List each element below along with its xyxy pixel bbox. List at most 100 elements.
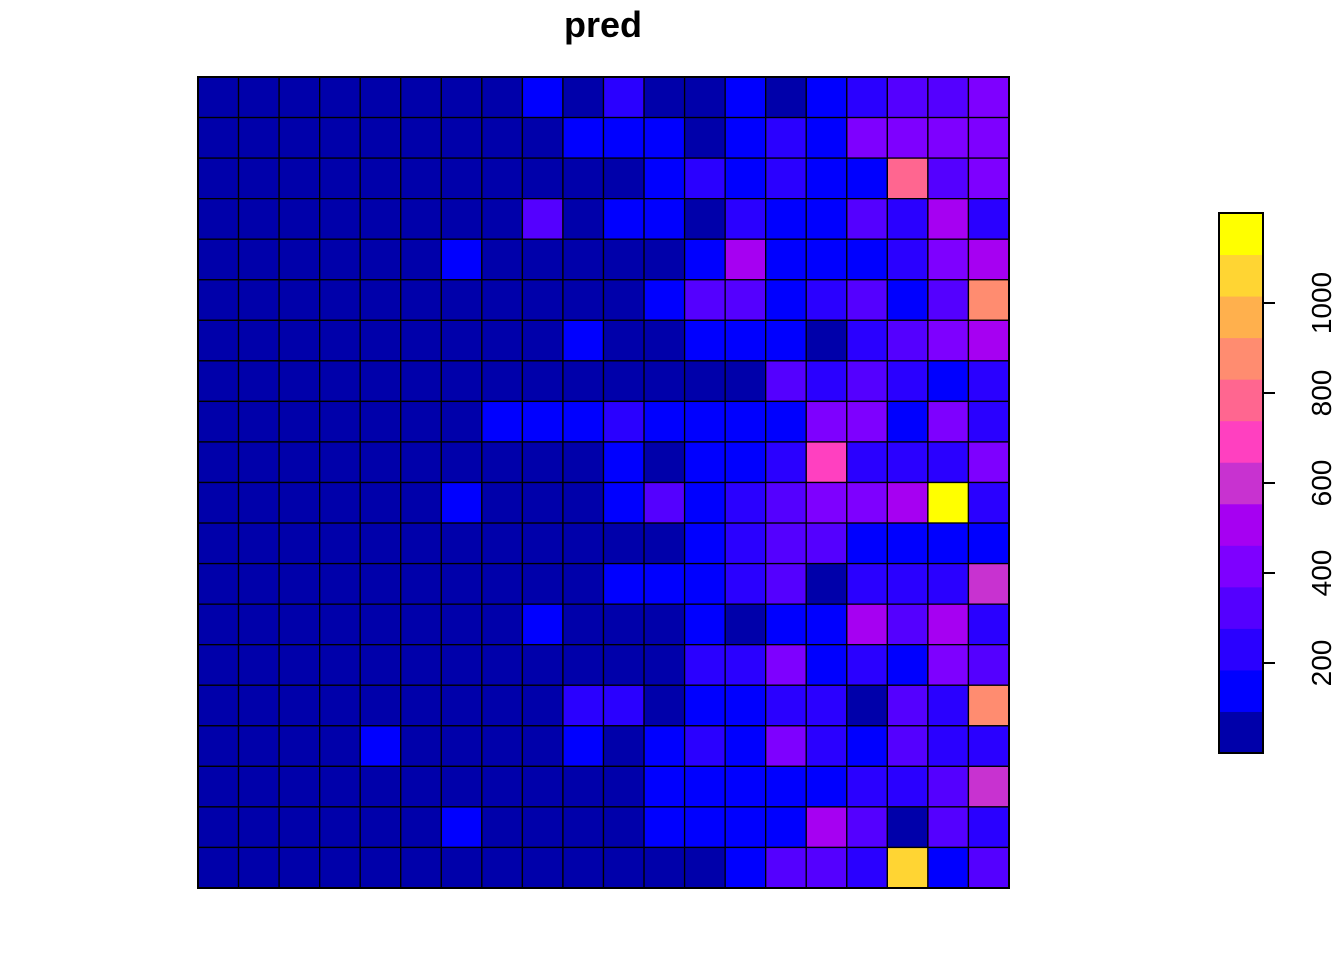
heatmap-cell-r20-c18 bbox=[886, 846, 929, 889]
heatmap-cell-r2-c19 bbox=[927, 116, 970, 159]
heatmap-cell-r11-c19 bbox=[927, 481, 970, 524]
heatmap-cell-r9-c5 bbox=[359, 400, 402, 443]
heatmap-cell-r4-c19 bbox=[927, 197, 970, 240]
heatmap-cell-r7-c14 bbox=[724, 319, 767, 362]
heatmap-cell-r17-c9 bbox=[521, 725, 564, 767]
heatmap-cell-r6-c13 bbox=[683, 279, 726, 321]
heatmap-cell-r17-c12 bbox=[643, 725, 686, 767]
heatmap-cell-r19-c19 bbox=[927, 806, 970, 849]
heatmap-cell-r20-c19 bbox=[927, 846, 970, 889]
heatmap-cell-r7-c2 bbox=[237, 319, 280, 362]
heatmap-cell-r2-c14 bbox=[724, 116, 767, 159]
heatmap-cell-r4-c16 bbox=[805, 197, 848, 240]
heatmap-cell-r12-c8 bbox=[481, 522, 524, 565]
heatmap-cell-r2-c18 bbox=[886, 116, 929, 159]
heatmap-cell-r18-c3 bbox=[278, 765, 321, 808]
heatmap-cell-r20-c14 bbox=[724, 846, 767, 889]
heatmap-cell-r20-c3 bbox=[278, 846, 321, 889]
heatmap-cell-r20-c5 bbox=[359, 846, 402, 889]
heatmap-cell-r17-c8 bbox=[481, 725, 524, 767]
heatmap-cell-r17-c10 bbox=[562, 725, 605, 767]
heatmap-cell-r13-c4 bbox=[318, 562, 361, 605]
heatmap-cell-r19-c1 bbox=[197, 806, 240, 849]
heatmap-cell-r18-c14 bbox=[724, 765, 767, 808]
heatmap-cell-r19-c17 bbox=[846, 806, 888, 849]
heatmap-cell-r17-c11 bbox=[602, 725, 645, 767]
heatmap-cell-r10-c7 bbox=[440, 441, 483, 484]
heatmap-cell-r7-c10 bbox=[562, 319, 605, 362]
heatmap-cell-r18-c4 bbox=[318, 765, 361, 808]
heatmap-cell-r20-c12 bbox=[643, 846, 686, 889]
heatmap-cell-r1-c3 bbox=[278, 76, 321, 119]
heatmap-cell-r13-c20 bbox=[967, 562, 1010, 605]
heatmap-cell-r2-c2 bbox=[237, 116, 280, 159]
heatmap-cell-r14-c13 bbox=[683, 603, 726, 646]
heatmap-cell-r20-c11 bbox=[602, 846, 645, 889]
heatmap-cell-r8-c12 bbox=[643, 360, 686, 403]
heatmap-cell-r13-c6 bbox=[400, 562, 442, 605]
heatmap-cell-r4-c7 bbox=[440, 197, 483, 240]
heatmap-cell-r14-c5 bbox=[359, 603, 402, 646]
legend-ticks: 200 400 600 800 1000 bbox=[1263, 272, 1337, 686]
heatmap-cell-r8-c8 bbox=[481, 360, 524, 403]
heatmap-cell-r7-c15 bbox=[765, 319, 807, 362]
heatmap-cell-r13-c16 bbox=[805, 562, 848, 605]
heatmap-cell-r8-c7 bbox=[440, 360, 483, 403]
heatmap-cell-r10-c10 bbox=[562, 441, 605, 484]
heatmap-cell-r12-c14 bbox=[724, 522, 767, 565]
heatmap-cell-r4-c4 bbox=[318, 197, 361, 240]
heatmap-cell-r15-c6 bbox=[400, 644, 442, 686]
heatmap-cell-r1-c10 bbox=[562, 76, 605, 119]
heatmap-cell-r14-c7 bbox=[440, 603, 483, 646]
heatmap-cell-r13-c8 bbox=[481, 562, 524, 605]
heatmap-cell-r9-c2 bbox=[237, 400, 280, 443]
heatmap-cell-r14-c3 bbox=[278, 603, 321, 646]
heatmap-cell-r2-c16 bbox=[805, 116, 848, 159]
heatmap-cell-r8-c17 bbox=[846, 360, 888, 403]
heatmap-cell-r15-c8 bbox=[481, 644, 524, 686]
heatmap-cell-r4-c20 bbox=[967, 197, 1010, 240]
legend-bin-6 bbox=[1219, 503, 1263, 546]
heatmap-cell-r8-c13 bbox=[683, 360, 726, 403]
heatmap-cell-r3-c7 bbox=[440, 157, 483, 200]
heatmap-cell-r16-c8 bbox=[481, 684, 524, 727]
heatmap-cell-r11-c17 bbox=[846, 481, 888, 524]
heatmap-cell-r14-c6 bbox=[400, 603, 442, 646]
heatmap-cell-r8-c19 bbox=[927, 360, 970, 403]
heatmap-cell-r18-c15 bbox=[765, 765, 807, 808]
heatmap-cell-r5-c18 bbox=[886, 238, 929, 281]
heatmap-cell-r15-c11 bbox=[602, 644, 645, 686]
heatmap-cell-r1-c1 bbox=[197, 76, 240, 119]
heatmap-cell-r4-c14 bbox=[724, 197, 767, 240]
heatmap-cell-r12-c3 bbox=[278, 522, 321, 565]
heatmap-cell-r19-c9 bbox=[521, 806, 564, 849]
heatmap-cell-r2-c10 bbox=[562, 116, 605, 159]
heatmap-cell-r18-c7 bbox=[440, 765, 483, 808]
heatmap-cell-r1-c6 bbox=[400, 76, 442, 119]
heatmap-cell-r1-c15 bbox=[765, 76, 807, 119]
heatmap-cell-r12-c7 bbox=[440, 522, 483, 565]
heatmap-cell-r8-c10 bbox=[562, 360, 605, 403]
heatmap-cell-r3-c10 bbox=[562, 157, 605, 200]
heatmap-cell-r12-c19 bbox=[927, 522, 970, 565]
heatmap-cell-r10-c14 bbox=[724, 441, 767, 484]
heatmap-cell-r3-c16 bbox=[805, 157, 848, 200]
heatmap-cell-r13-c7 bbox=[440, 562, 483, 605]
legend-tick-label: 800 bbox=[1306, 370, 1337, 417]
heatmap-cell-r8-c16 bbox=[805, 360, 848, 403]
heatmap-cell-r5-c10 bbox=[562, 238, 605, 281]
heatmap-cell-r1-c13 bbox=[683, 76, 726, 119]
heatmap-cell-r8-c2 bbox=[237, 360, 280, 403]
heatmap-cell-r16-c12 bbox=[643, 684, 686, 727]
heatmap-cell-r13-c10 bbox=[562, 562, 605, 605]
heatmap-cell-r10-c18 bbox=[886, 441, 929, 484]
heatmap-cell-r1-c2 bbox=[237, 76, 280, 119]
heatmap-cell-r13-c15 bbox=[765, 562, 807, 605]
heatmap-cell-r16-c17 bbox=[846, 684, 888, 727]
heatmap-cell-r13-c12 bbox=[643, 562, 686, 605]
heatmap-cell-r20-c1 bbox=[197, 846, 240, 889]
heatmap-cell-r16-c4 bbox=[318, 684, 361, 727]
legend-bin-9 bbox=[1219, 379, 1263, 422]
heatmap-cell-r10-c15 bbox=[765, 441, 807, 484]
